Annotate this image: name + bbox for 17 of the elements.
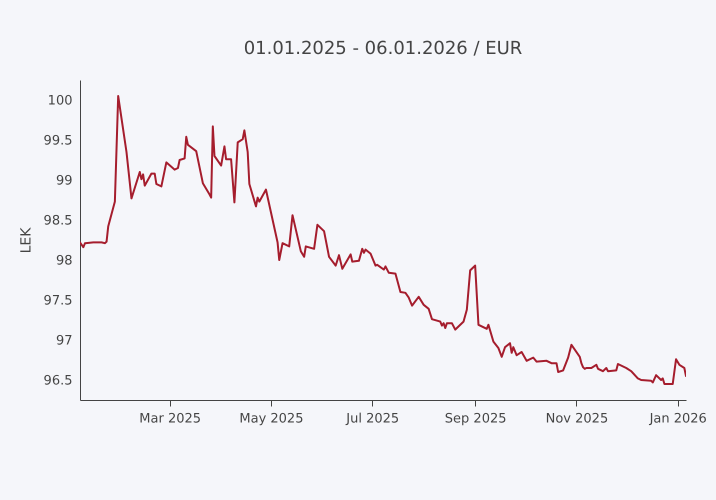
y-tick-label: 97 — [56, 334, 72, 348]
x-tick-label: Nov 2025 — [546, 412, 608, 426]
y-tick-label: 98.5 — [44, 214, 72, 228]
y-tick-label: 98 — [56, 254, 72, 268]
y-axis-title: LEK — [18, 226, 35, 254]
y-tick-label: 100 — [48, 94, 72, 108]
chart-title: 01.01.2025 - 06.01.2026 / EUR — [244, 38, 522, 59]
y-tick-label: 99.5 — [44, 134, 72, 148]
x-tick-label: Jul 2025 — [345, 412, 400, 426]
y-tick-label: 96.5 — [44, 374, 72, 388]
x-tick-label: Jan 2026 — [648, 412, 707, 426]
y-tick-label: 99 — [56, 174, 72, 188]
line-series — [80, 95, 686, 385]
y-tick-label: 97.5 — [44, 294, 72, 308]
x-tick-label: May 2025 — [239, 412, 304, 426]
x-tick-label: Mar 2025 — [139, 412, 202, 426]
x-tick-label: Sep 2025 — [444, 412, 507, 426]
